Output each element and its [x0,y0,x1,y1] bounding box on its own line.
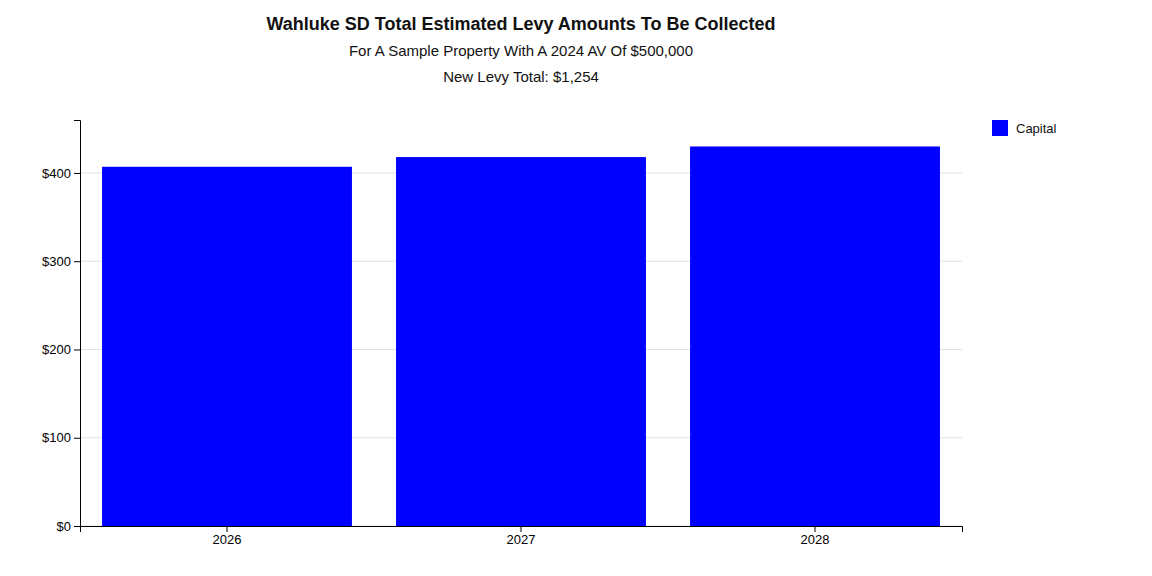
tick-label: $0 [57,519,71,534]
tick: $200 [42,342,80,357]
tick: $400 [42,166,80,181]
bars [102,146,940,526]
tick-mark [815,526,816,532]
tick: $300 [42,254,80,269]
legend-item: Capital [992,120,1057,136]
chart: Wahluke SD Total Estimated Levy Amounts … [0,0,1152,576]
tick-mark [74,438,80,439]
tick-label: $400 [42,166,71,181]
tick: 2028 [801,526,830,547]
tick-mark [227,526,228,532]
bar [396,157,646,526]
tick-label: 2026 [213,532,242,547]
tick-label: 2028 [801,532,830,547]
plot: $0 $100 $200 $300 $400 2026 2027 2028 [42,121,962,548]
bar [102,167,352,526]
tick: $100 [42,430,80,445]
subtitle: New Levy Total: $1,254 [443,68,599,85]
axis-line [74,121,81,527]
tick-mark [74,173,80,174]
tick: 2027 [507,526,536,547]
tick-mark [521,526,522,532]
tick-label: $100 [42,430,71,445]
tick-mark [74,261,80,262]
x-axis: 2026 2027 2028 [81,526,963,547]
tick-mark [74,349,80,350]
axis-line [81,527,963,533]
legend: Capital [992,120,1057,136]
legend-swatch [992,120,1008,136]
tick-label: $300 [42,254,71,269]
subtitle: For A Sample Property With A 2024 AV Of … [349,42,693,59]
tick-mark [74,526,80,527]
title-group: Wahluke SD Total Estimated Levy Amounts … [266,14,775,85]
y-axis: $0 $100 $200 $300 $400 [42,121,80,534]
title: Wahluke SD Total Estimated Levy Amounts … [266,14,775,34]
tick: 2026 [213,526,242,547]
bar [690,146,940,526]
tick-label: 2027 [507,532,536,547]
tick: $0 [57,519,80,534]
tick-label: $200 [42,342,71,357]
legend-label: Capital [1016,121,1057,136]
